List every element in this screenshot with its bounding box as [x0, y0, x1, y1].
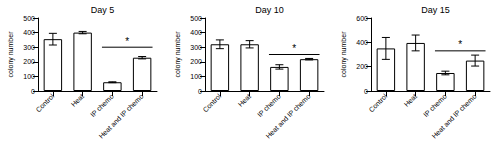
svg-text:Control: Control [34, 92, 55, 113]
svg-text:colony number: colony number [174, 31, 182, 78]
svg-text:Heat and IP chemo: Heat and IP chemo [264, 92, 311, 139]
svg-text:colony number: colony number [340, 31, 348, 78]
svg-text:Day 5: Day 5 [91, 5, 115, 15]
svg-text:300: 300 [190, 44, 202, 51]
svg-text:Control: Control [367, 92, 388, 113]
svg-text:Heat and IP chemo: Heat and IP chemo [97, 92, 144, 139]
svg-text:200: 200 [190, 58, 202, 65]
svg-text:Control: Control [201, 92, 222, 113]
svg-text:*: * [458, 39, 462, 50]
svg-text:500: 500 [190, 15, 202, 22]
svg-text:100: 100 [23, 73, 35, 80]
svg-text:Heat and IP chemo: Heat and IP chemo [430, 92, 477, 139]
svg-text:Heat: Heat [237, 92, 252, 107]
svg-text:0: 0 [31, 88, 35, 95]
svg-text:0: 0 [198, 88, 202, 95]
svg-text:200: 200 [23, 58, 35, 65]
svg-text:400: 400 [356, 39, 368, 46]
svg-text:400: 400 [23, 29, 35, 36]
svg-text:Day 10: Day 10 [255, 5, 284, 15]
svg-text:*: * [292, 43, 296, 54]
svg-text:100: 100 [190, 73, 202, 80]
svg-text:600: 600 [356, 15, 368, 22]
svg-text:Heat: Heat [70, 92, 85, 107]
svg-text:Heat: Heat [403, 92, 418, 107]
svg-text:IP chemo: IP chemo [256, 92, 282, 118]
svg-text:300: 300 [23, 44, 35, 51]
svg-text:200: 200 [356, 63, 368, 70]
svg-text:colony number: colony number [7, 31, 15, 78]
svg-text:IP chemo: IP chemo [422, 92, 448, 118]
svg-text:400: 400 [190, 29, 202, 36]
svg-text:IP chemo: IP chemo [89, 92, 115, 118]
svg-text:Day 15: Day 15 [421, 5, 450, 15]
svg-text:0: 0 [364, 88, 368, 95]
svg-text:*: * [125, 36, 129, 47]
svg-text:500: 500 [23, 15, 35, 22]
